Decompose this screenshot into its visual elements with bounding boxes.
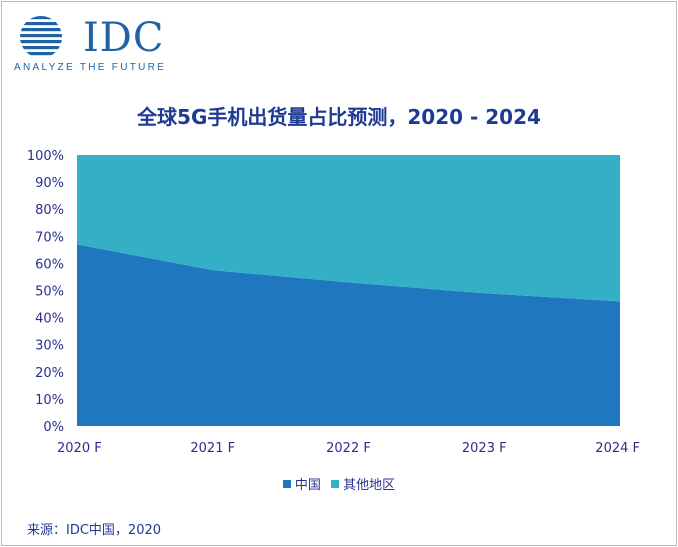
y-tick-label: 50% (35, 285, 64, 300)
legend-swatch-china (282, 480, 291, 488)
y-tick-label: 10% (35, 393, 64, 408)
idc-logo: IDC ANALYZE THE FUTURE (13, 14, 183, 76)
legend-swatch-other-regions (331, 480, 340, 488)
y-tick-label: 80% (35, 203, 64, 218)
y-tick-label: 20% (35, 366, 64, 381)
legend-item-other-regions: 其他地区 (331, 474, 395, 493)
area-series-other-regions (77, 155, 620, 302)
y-tick-label: 40% (35, 312, 64, 327)
y-tick-label: 30% (35, 339, 64, 354)
logo-wordmark: IDC (83, 15, 165, 61)
y-tick-label: 100% (27, 149, 64, 164)
x-tick-label: 2021 F (190, 441, 235, 456)
x-tick-label: 2023 F (462, 441, 507, 456)
source-note: 来源：IDC中国，2020 (27, 523, 162, 538)
x-tick-label: 2022 F (326, 441, 371, 456)
legend-label-china: 中国 (294, 478, 321, 493)
x-tick-label: 2020 F (57, 441, 102, 456)
y-tick-label: 60% (35, 257, 64, 272)
chart-legend: 中国 其他地区 (0, 474, 678, 493)
area-series-china (77, 244, 620, 426)
logo-tagline: ANALYZE THE FUTURE (14, 62, 167, 73)
globe-icon (20, 16, 62, 56)
x-tick-label: 2024 F (595, 441, 640, 456)
y-tick-label: 0% (43, 420, 64, 435)
legend-label-other-regions: 其他地区 (343, 478, 396, 493)
legend-item-china: 中国 (282, 474, 321, 493)
chart-title: 全球5G手机出货量占比预测，2020 - 2024 (137, 105, 541, 129)
y-tick-label: 90% (35, 176, 64, 191)
y-tick-label: 70% (35, 230, 64, 245)
